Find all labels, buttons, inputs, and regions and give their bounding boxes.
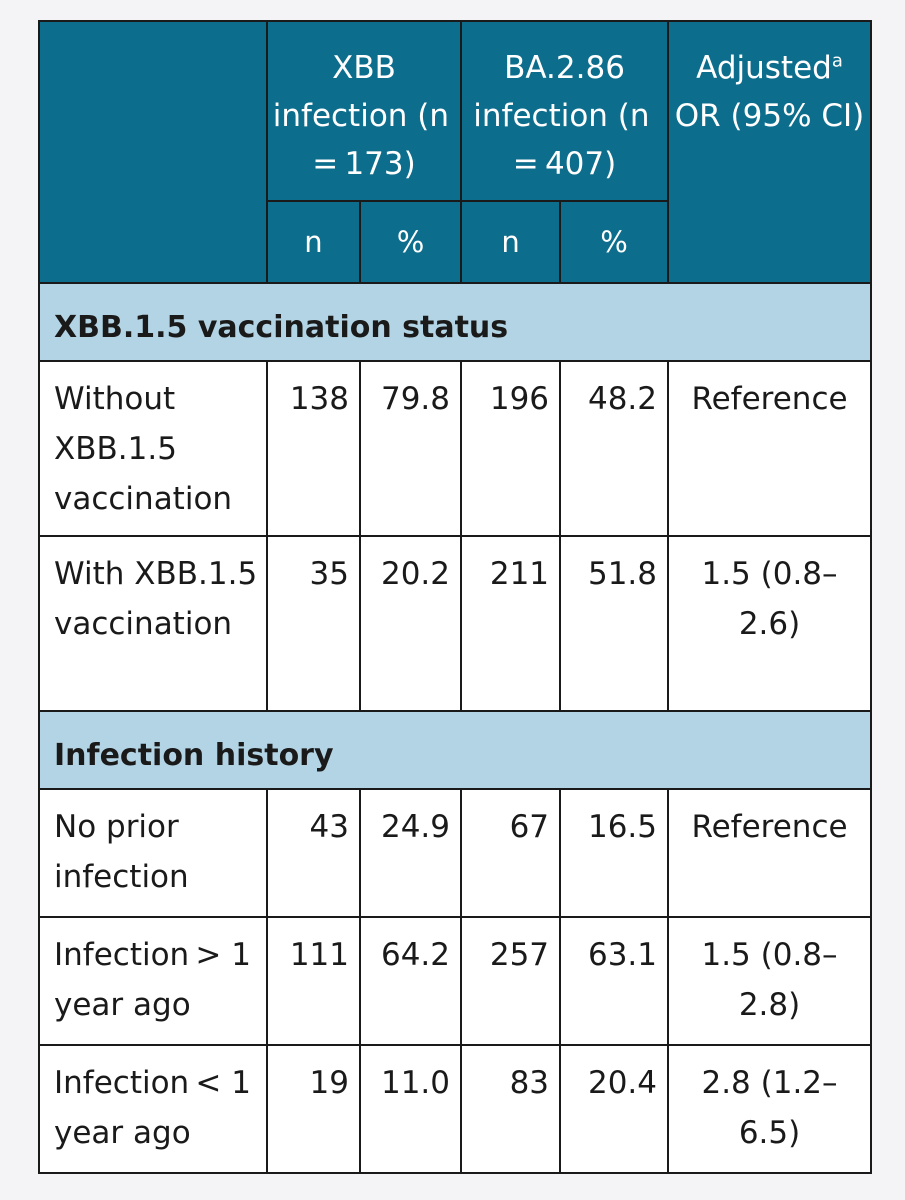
- odds-ratio: Reference: [667, 788, 873, 918]
- results-table: XBB infection (n = 173) BA.2.86 infectio…: [37, 20, 873, 1174]
- xbb-n: 43: [266, 788, 361, 918]
- odds-ratio: 1.5 (0.8– 2.8): [667, 916, 873, 1046]
- xbb-pct: 20.2: [358, 535, 463, 712]
- xbb-n-header: n: [266, 200, 361, 284]
- xbb-n: 35: [266, 535, 361, 712]
- ba-pct: 63.1: [559, 916, 670, 1046]
- table-container: XBB infection (n = 173) BA.2.86 infectio…: [37, 20, 873, 1174]
- ba-n: 67: [460, 788, 562, 918]
- ba-pct: 20.4: [559, 1044, 670, 1174]
- corner-cell: [38, 20, 268, 284]
- footnote-a: a: [831, 50, 843, 72]
- ba-pct-header: %: [559, 200, 670, 284]
- xbb-pct: 79.8: [358, 360, 463, 537]
- table-row: Infection > 1 year ago 111 64.2 257 63.1…: [38, 916, 873, 1046]
- xbb-pct: 24.9: [358, 788, 463, 918]
- row-label: Infection < 1 year ago: [38, 1044, 268, 1174]
- ba-n: 257: [460, 916, 562, 1046]
- odds-ratio: 2.8 (1.2– 6.5): [667, 1044, 873, 1174]
- odds-ratio: Reference: [667, 360, 873, 537]
- table-row: Without XBB.1.5 vaccination 138 79.8 196…: [38, 360, 873, 537]
- xbb-header: XBB infection (n = 173): [265, 20, 463, 202]
- ba-n: 83: [460, 1044, 562, 1174]
- ba286-header: BA.2.86 infection (n = 407): [460, 20, 670, 202]
- or-header: Adjusteda OR (95% CI): [667, 20, 873, 284]
- ba-n: 196: [460, 360, 562, 537]
- table-row: No prior infection 43 24.9 67 16.5 Refer…: [38, 788, 873, 918]
- row-label: No prior infection: [38, 788, 268, 918]
- xbb-pct: 11.0: [358, 1044, 463, 1174]
- odds-ratio: 1.5 (0.8– 2.6): [667, 535, 873, 712]
- ba-n-header: n: [460, 200, 562, 284]
- table-row: With XBB.1.5 vaccination 35 20.2 211 51.…: [38, 535, 873, 712]
- section-title: XBB.1.5 vaccination status: [37, 282, 873, 362]
- ba-pct: 48.2: [559, 360, 670, 537]
- ba-pct: 51.8: [559, 535, 670, 712]
- row-label: Infection > 1 year ago: [38, 916, 268, 1046]
- xbb-n: 138: [266, 360, 361, 537]
- xbb-pct: 64.2: [358, 916, 463, 1046]
- table-row: Infection < 1 year ago 19 11.0 83 20.4 2…: [38, 1044, 873, 1174]
- row-label: With XBB.1.5 vaccination: [38, 535, 268, 712]
- ba-n: 211: [460, 535, 562, 712]
- xbb-n: 111: [266, 916, 361, 1046]
- section-title: Infection history: [37, 710, 873, 790]
- row-label: Without XBB.1.5 vaccination: [38, 360, 268, 537]
- xbb-pct-header: %: [358, 200, 463, 284]
- xbb-n: 19: [266, 1044, 361, 1174]
- ba-pct: 16.5: [559, 788, 670, 918]
